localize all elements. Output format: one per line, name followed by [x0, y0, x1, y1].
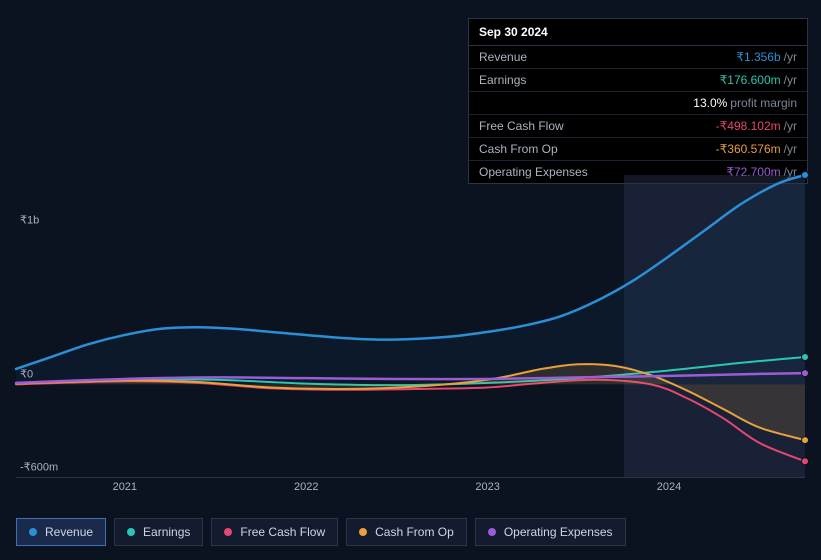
- legend-label: Cash From Op: [375, 525, 454, 539]
- x-axis: [16, 477, 805, 478]
- financials-chart[interactable]: ₹1b₹0-₹600m 2021202220232024: [16, 175, 805, 477]
- tooltip-row-value: 13.0%profit margin: [693, 96, 797, 110]
- legend-dot-icon: [224, 528, 232, 536]
- tooltip-row-label: Earnings: [479, 73, 720, 87]
- legend-dot-icon: [359, 528, 367, 536]
- tooltip-row: Revenue₹1.356b/yr: [469, 46, 807, 69]
- data-tooltip: Sep 30 2024 Revenue₹1.356b/yrEarnings₹17…: [468, 18, 808, 184]
- legend-label: Operating Expenses: [504, 525, 613, 539]
- tooltip-row-value: -₹360.576m/yr: [716, 142, 797, 156]
- x-axis-label: 2021: [113, 481, 137, 493]
- tooltip-date: Sep 30 2024: [469, 19, 807, 46]
- legend-item[interactable]: Cash From Op: [346, 518, 467, 546]
- tooltip-row-label: Cash From Op: [479, 142, 716, 156]
- tooltip-row: 13.0%profit margin: [469, 92, 807, 115]
- tooltip-row: Cash From Op-₹360.576m/yr: [469, 138, 807, 161]
- legend-dot-icon: [127, 528, 135, 536]
- legend-item[interactable]: Operating Expenses: [475, 518, 626, 546]
- legend-item[interactable]: Free Cash Flow: [211, 518, 338, 546]
- tooltip-row: Free Cash Flow-₹498.102m/yr: [469, 115, 807, 138]
- legend-label: Revenue: [45, 525, 93, 539]
- chart-legend: Revenue Earnings Free Cash Flow Cash From O…: [16, 518, 626, 546]
- tooltip-row: Earnings₹176.600m/yr: [469, 69, 807, 92]
- tooltip-row-label: Revenue: [479, 50, 736, 64]
- legend-label: Earnings: [143, 525, 190, 539]
- x-axis-label: 2022: [294, 481, 318, 493]
- legend-dot-icon: [29, 528, 37, 536]
- x-axis-label: 2023: [475, 481, 499, 493]
- x-axis-label: 2024: [657, 481, 681, 493]
- tooltip-row-label: Free Cash Flow: [479, 119, 716, 133]
- legend-item[interactable]: Revenue: [16, 518, 106, 546]
- legend-item[interactable]: Earnings: [114, 518, 203, 546]
- tooltip-row-value: -₹498.102m/yr: [716, 119, 797, 133]
- legend-label: Free Cash Flow: [240, 525, 325, 539]
- chart-plot: [16, 175, 805, 477]
- tooltip-row-value: ₹176.600m/yr: [720, 73, 797, 87]
- legend-dot-icon: [488, 528, 496, 536]
- tooltip-row-value: ₹1.356b/yr: [736, 50, 797, 64]
- tooltip-row-label: [479, 96, 693, 110]
